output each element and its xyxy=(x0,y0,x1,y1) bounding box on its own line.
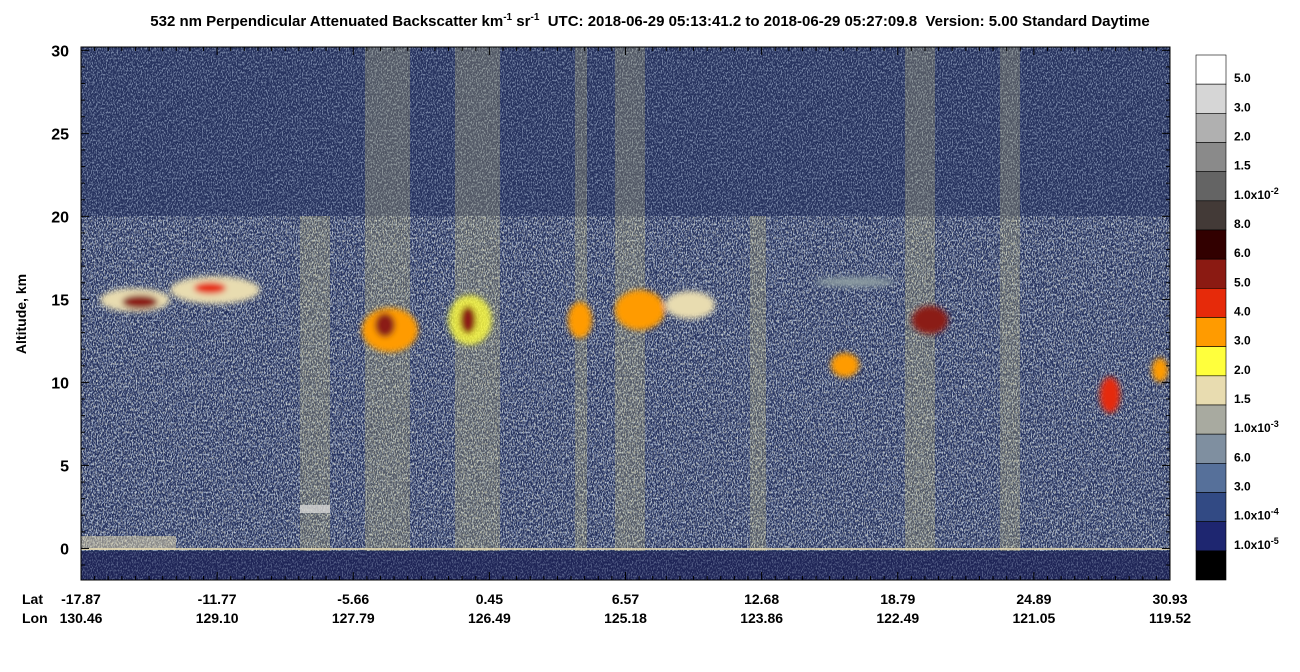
row-header: Lon xyxy=(22,610,48,626)
lon-label: 130.46 xyxy=(60,610,103,626)
row-header: Lat xyxy=(22,591,43,607)
lon-label: 129.10 xyxy=(196,610,239,626)
lat-label: 0.45 xyxy=(476,591,503,607)
colorbar-box xyxy=(1195,433,1227,464)
lon-label: 121.05 xyxy=(1012,610,1055,626)
y-axis-label: Altitude, km xyxy=(13,274,29,354)
lon-label: 122.49 xyxy=(876,610,919,626)
colorbar-box xyxy=(1195,113,1227,143)
lat-label: 30.93 xyxy=(1152,591,1187,607)
colorbar-label: 8.0 xyxy=(1234,217,1251,231)
colorbar-label-text: 1.0x10 xyxy=(1234,538,1271,552)
title-part: sr xyxy=(512,13,531,30)
lat-label: -17.87 xyxy=(61,591,101,607)
colorbar-label: 1.0x10-3 xyxy=(1234,419,1279,435)
colorbar-label-sup: -3 xyxy=(1271,419,1279,429)
colorbar-box xyxy=(1195,492,1227,522)
title-part: UTC: 2018-06-29 05:13:41.2 to 2018-06-29… xyxy=(539,13,1149,30)
colorbar-label: 5.0 xyxy=(1234,71,1251,85)
colorbar-label: 1.0x10-2 xyxy=(1234,186,1279,202)
lat-label: 18.79 xyxy=(880,591,915,607)
colorbar-label-sup: -2 xyxy=(1271,186,1279,196)
colorbar-label: 2.0 xyxy=(1234,363,1251,377)
y-tick-label: 10 xyxy=(51,375,69,392)
y-tick-label: 20 xyxy=(51,209,69,226)
colorbar-label: 3.0 xyxy=(1234,334,1251,348)
colorbar-label: 1.5 xyxy=(1234,159,1251,173)
colorbar-label: 3.0 xyxy=(1234,100,1251,114)
lat-label: -11.77 xyxy=(198,591,237,607)
lon-label: 126.49 xyxy=(468,610,511,626)
title-sup: -1 xyxy=(503,12,512,23)
colorbar-box xyxy=(1195,521,1227,552)
colorbar-box xyxy=(1195,229,1227,260)
title-part: 532 nm Perpendicular Attenuated Backscat… xyxy=(150,13,503,30)
colorbar-box xyxy=(1195,142,1227,172)
colorbar-label-text: 1.0x10 xyxy=(1234,188,1271,202)
lon-label: 119.52 xyxy=(1149,610,1191,626)
colorbar-label: 6.0 xyxy=(1234,450,1251,464)
colorbar-label-text: 1.0x10 xyxy=(1234,421,1271,435)
curtain-image xyxy=(81,47,1170,580)
colorbar-label: 3.0 xyxy=(1234,480,1251,494)
y-tick-label: 5 xyxy=(60,458,69,475)
lon-label: 127.79 xyxy=(332,610,375,626)
y-tick-label: 25 xyxy=(51,126,69,143)
colorbar-box xyxy=(1195,258,1227,289)
y-tick-label: 15 xyxy=(51,292,69,309)
y-tick-label: 30 xyxy=(51,43,69,60)
lat-label: -5.66 xyxy=(337,591,369,607)
colorbar-box xyxy=(1195,171,1227,202)
colorbar-box xyxy=(1195,200,1227,231)
colorbar-box xyxy=(1195,375,1227,406)
colorbar-box xyxy=(1195,346,1227,377)
colorbar-box xyxy=(1195,317,1227,347)
colorbar-label: 6.0 xyxy=(1234,246,1251,260)
colorbar-label: 4.0 xyxy=(1234,305,1251,319)
lat-label: 12.68 xyxy=(744,591,779,607)
colorbar-box xyxy=(1195,550,1227,581)
lat-label: 6.57 xyxy=(612,591,639,607)
colorbar-box xyxy=(1195,463,1227,493)
colorbar-label: 2.0 xyxy=(1234,130,1251,144)
lon-label: 125.18 xyxy=(604,610,647,626)
colorbar-box xyxy=(1195,404,1227,435)
y-tick-label: 0 xyxy=(60,541,69,558)
chart-title: 532 nm Perpendicular Attenuated Backscat… xyxy=(150,12,1149,30)
title-sup: -1 xyxy=(530,12,539,23)
colorbar-box xyxy=(1195,288,1227,318)
colorbar-label-sup: -4 xyxy=(1271,507,1279,517)
lon-label: 123.86 xyxy=(740,610,783,626)
colorbar-label-text: 1.0x10 xyxy=(1234,509,1271,523)
colorbar-box xyxy=(1195,54,1227,85)
lat-label: 24.89 xyxy=(1016,591,1051,607)
colorbar-box xyxy=(1195,83,1227,114)
colorbar-label: 1.0x10-4 xyxy=(1234,507,1279,523)
colorbar-label: 5.0 xyxy=(1234,275,1251,289)
colorbar-label-sup: -5 xyxy=(1271,536,1279,546)
colorbar-label: 1.0x10-5 xyxy=(1234,536,1279,552)
colorbar-label: 1.5 xyxy=(1234,392,1251,406)
